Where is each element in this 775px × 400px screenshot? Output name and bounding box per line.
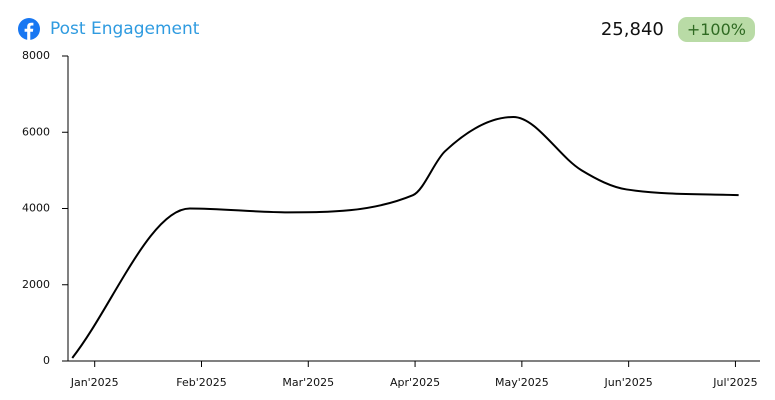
- x-tick-label: Feb'2025: [176, 376, 227, 389]
- y-tick-label: 8000: [22, 49, 50, 62]
- x-tick-label: Jan'2025: [70, 376, 119, 389]
- total: 25,840: [600, 18, 664, 40]
- change-badge: +100%: [677, 16, 755, 42]
- x-tick-label: May'2025: [495, 376, 549, 389]
- x-tick-label: Mar'2025: [282, 376, 334, 389]
- y-tick-label: 0: [43, 354, 50, 367]
- y-tick-label: 2000: [22, 278, 50, 291]
- header: Post Engagement 25,840 +100%: [18, 14, 755, 44]
- x-tick-label: Jul'2025: [712, 376, 757, 389]
- y-tick-label: 4000: [22, 202, 50, 215]
- title: Post Engagement: [50, 19, 200, 39]
- facebook-icon: [18, 18, 40, 40]
- x-tick-label: Jun'2025: [604, 376, 653, 389]
- line: [71, 115, 739, 359]
- x-tick-label: Apr'2025: [390, 376, 440, 389]
- y-tick-label: 6000: [22, 125, 50, 138]
